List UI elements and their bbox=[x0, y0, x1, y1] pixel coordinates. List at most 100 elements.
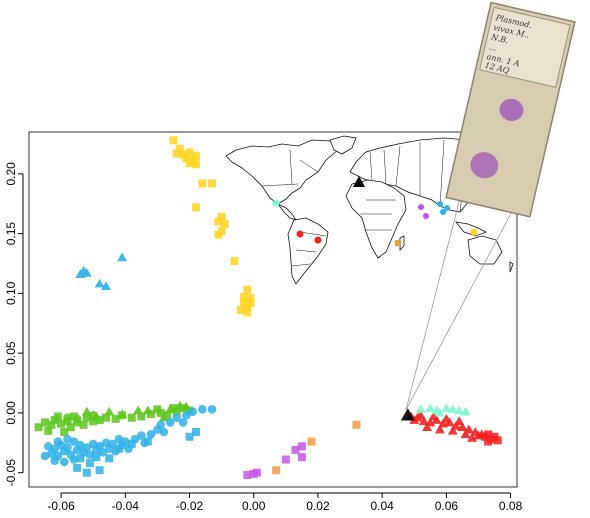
data-point bbox=[41, 418, 50, 427]
slide-label-text: Plasmod. vivax M.. N.B. ... ann. 1 A 12 … bbox=[484, 13, 533, 75]
data-point bbox=[214, 217, 223, 226]
data-point bbox=[108, 439, 117, 449]
data-point bbox=[428, 411, 439, 421]
data-point bbox=[79, 420, 88, 429]
data-point bbox=[297, 453, 306, 462]
data-point bbox=[153, 405, 162, 414]
data-point bbox=[89, 417, 98, 426]
y-tick-label: 0.10 bbox=[4, 281, 18, 305]
data-point bbox=[425, 403, 436, 412]
data-point bbox=[352, 420, 361, 429]
x-tick-label: 0.08 bbox=[499, 499, 523, 513]
data-point bbox=[441, 413, 452, 423]
data-point bbox=[158, 412, 169, 422]
data-point bbox=[434, 407, 445, 417]
map-marker-orange bbox=[395, 240, 401, 246]
data-point bbox=[82, 443, 92, 452]
data-point bbox=[243, 308, 252, 317]
data-point bbox=[291, 445, 300, 454]
data-point bbox=[191, 151, 200, 160]
data-point bbox=[85, 450, 95, 460]
data-point bbox=[72, 414, 82, 424]
map-marker-red-1 bbox=[296, 230, 304, 238]
data-point bbox=[484, 430, 493, 439]
data-point bbox=[117, 252, 128, 262]
data-point bbox=[447, 425, 458, 435]
map-marker-red-2 bbox=[314, 236, 322, 244]
data-point bbox=[82, 468, 91, 477]
data-point bbox=[73, 463, 82, 472]
data-point bbox=[191, 428, 200, 437]
data-point bbox=[47, 420, 56, 429]
map-marker-aqua bbox=[272, 199, 280, 207]
data-point bbox=[185, 148, 194, 157]
data-point bbox=[484, 437, 493, 446]
data-point bbox=[240, 292, 249, 301]
slide-label-line: N.B. bbox=[489, 32, 509, 45]
map-markers bbox=[272, 176, 478, 246]
map-marker-black-triangle bbox=[353, 176, 365, 187]
map-marker-blue-3 bbox=[444, 205, 450, 211]
data-point bbox=[98, 448, 108, 457]
y-tick-label: 0.05 bbox=[4, 341, 18, 365]
data-point bbox=[307, 437, 316, 446]
data-point bbox=[88, 410, 98, 420]
data-point bbox=[169, 404, 178, 413]
data-point bbox=[246, 294, 255, 303]
data-point bbox=[172, 413, 181, 422]
data-point bbox=[175, 144, 184, 153]
x-tick-label: 0.02 bbox=[306, 499, 330, 513]
data-point bbox=[207, 405, 217, 414]
data-point bbox=[246, 298, 255, 307]
data-point bbox=[191, 160, 200, 169]
data-point bbox=[165, 404, 176, 414]
data-point bbox=[163, 411, 172, 420]
data-point bbox=[102, 413, 111, 422]
y-tick-label: 0.20 bbox=[4, 162, 18, 186]
data-point bbox=[422, 422, 433, 431]
data-point bbox=[63, 443, 72, 452]
central-america bbox=[277, 203, 297, 221]
data-point bbox=[94, 278, 105, 288]
data-point bbox=[81, 268, 92, 277]
zoom-lines bbox=[405, 197, 516, 411]
map-marker-blue-2 bbox=[440, 209, 446, 215]
data-point bbox=[44, 426, 53, 435]
data-point bbox=[114, 444, 123, 453]
map-marker-purple-1 bbox=[418, 204, 424, 210]
slide-smear-top bbox=[499, 98, 524, 121]
data-point bbox=[76, 454, 85, 463]
data-point bbox=[217, 212, 226, 221]
data-point bbox=[142, 405, 153, 415]
x-tick-label: 0.06 bbox=[435, 499, 459, 513]
data-point bbox=[409, 415, 420, 424]
data-point bbox=[95, 466, 104, 475]
indonesia bbox=[455, 221, 487, 237]
plot-frame bbox=[28, 131, 518, 488]
slide-smear-bottom bbox=[470, 152, 499, 179]
data-point bbox=[454, 405, 465, 415]
data-point bbox=[198, 405, 207, 414]
data-point bbox=[243, 471, 252, 480]
data-point bbox=[415, 404, 426, 414]
data-point bbox=[252, 468, 261, 477]
data-point bbox=[182, 154, 191, 163]
data-point bbox=[104, 406, 115, 416]
data-point bbox=[137, 431, 146, 440]
y-axis: -0.05 0.00 0.05 0.10 0.15 0.20 bbox=[4, 162, 24, 486]
data-point bbox=[81, 406, 92, 416]
data-point bbox=[143, 437, 152, 446]
x-axis: -0.06 -0.04 -0.02 0.00 0.02 0.04 0.06 0.08 bbox=[47, 492, 523, 513]
scatter-points bbox=[34, 136, 502, 480]
data-point bbox=[441, 403, 452, 412]
data-point bbox=[127, 413, 136, 422]
data-point bbox=[127, 439, 136, 448]
y-tick-label: 0.15 bbox=[4, 222, 18, 246]
data-point bbox=[185, 159, 194, 168]
data-point bbox=[117, 409, 128, 418]
data-point bbox=[121, 437, 130, 446]
map-marker-blue-1 bbox=[437, 201, 443, 207]
data-point bbox=[281, 455, 290, 464]
data-point bbox=[86, 459, 94, 468]
data-point bbox=[460, 429, 471, 439]
